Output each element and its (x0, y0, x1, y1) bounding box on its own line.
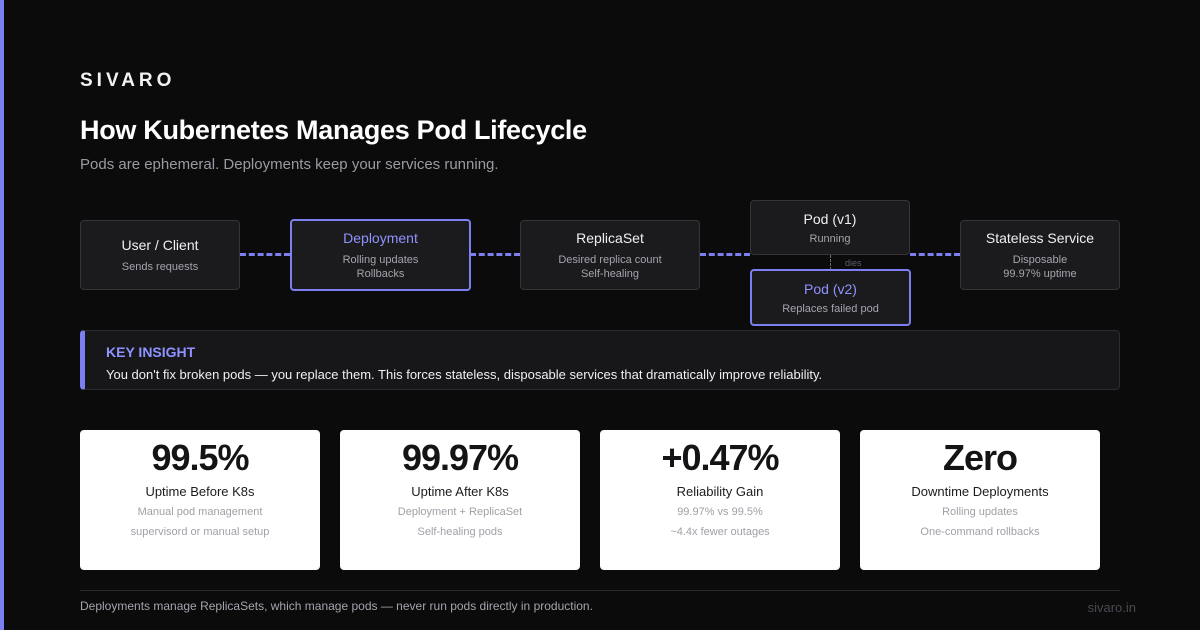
connector-pod-service (910, 253, 960, 256)
brand-logo: SIVARO (80, 70, 176, 91)
footer-url[interactable]: sivaro.in (1087, 600, 1136, 615)
node-line: Running (809, 232, 851, 245)
node-title: ReplicaSet (576, 230, 644, 246)
stat-detail: Self-healing pods (417, 526, 503, 538)
stat-detail: Rolling updates (942, 506, 1018, 518)
node-title: Stateless Service (985, 230, 1095, 246)
node-title: User / Client (121, 237, 199, 253)
node-line: Desired replica count (558, 254, 662, 266)
node-line: Sends requests (121, 261, 199, 273)
insight-label: KEY INSIGHT (106, 344, 196, 360)
stat-label: Downtime Deployments (911, 484, 1049, 499)
node-replicaset: ReplicaSet Desired replica count Self-he… (520, 220, 700, 290)
node-line: 99.97% uptime (1003, 268, 1077, 280)
node-user-client: User / Client Sends requests (80, 220, 240, 290)
key-insight-callout: KEY INSIGHT You don't fix broken pods — … (80, 330, 1120, 390)
node-line: Disposable (1012, 254, 1068, 266)
node-deployment: Deployment Rolling updates Rollbacks (290, 219, 471, 291)
stat-label: Reliability Gain (676, 484, 764, 499)
node-title: Deployment (343, 230, 418, 246)
node-line: Rolling updates (342, 254, 419, 266)
stat-detail: ~4.4x fewer outages (670, 526, 770, 538)
node-line: Replaces failed pod (782, 302, 879, 315)
connector-replicaset-pod (700, 253, 750, 256)
stat-detail: supervisord or manual setup (130, 526, 270, 538)
stat-label: Uptime After K8s (411, 484, 509, 499)
stat-card-reliability-gain: +0.47% Reliability Gain 99.97% vs 99.5% … (600, 430, 840, 570)
stat-value: Zero (942, 437, 1018, 478)
stat-value: 99.5% (151, 437, 249, 478)
stat-card-uptime-before: 99.5% Uptime Before K8s Manual pod manag… (80, 430, 320, 570)
stat-label: Uptime Before K8s (145, 484, 255, 499)
node-title: Pod (v1) (803, 210, 857, 227)
page-subtitle: Pods are ephemeral. Deployments keep you… (80, 156, 499, 173)
accent-bar (0, 0, 4, 630)
node-line: Self-healing (580, 268, 640, 280)
stat-value: +0.47% (661, 437, 779, 478)
connector-pod-v1-v2 (830, 255, 831, 270)
node-title: Pod (v2) (804, 280, 857, 297)
stat-card-downtime-deployments: Zero Downtime Deployments Rolling update… (860, 430, 1100, 570)
node-line: Rollbacks (356, 268, 405, 280)
node-stateless-service: Stateless Service Disposable 99.97% upti… (960, 220, 1120, 290)
stat-detail: Manual pod management (137, 506, 263, 518)
footer-note: Deployments manage ReplicaSets, which ma… (80, 599, 593, 613)
stat-card-uptime-after: 99.97% Uptime After K8s Deployment + Rep… (340, 430, 580, 570)
stat-detail: Deployment + ReplicaSet (397, 506, 523, 518)
page-title: How Kubernetes Manages Pod Lifecycle (80, 115, 587, 145)
stat-value: 99.97% (401, 437, 519, 478)
stat-detail: 99.97% vs 99.5% (677, 506, 763, 518)
dies-label: dies (845, 258, 862, 268)
connector-client-deployment (240, 253, 290, 256)
node-pod-v1: Pod (v1) Running (750, 200, 910, 255)
footer-divider (80, 590, 1120, 591)
insight-text: You don't fix broken pods — you replace … (106, 367, 823, 382)
connector-deployment-replicaset (470, 253, 520, 256)
stat-detail: One-command rollbacks (920, 526, 1040, 538)
node-pod-v2: Pod (v2) Replaces failed pod (750, 269, 911, 326)
